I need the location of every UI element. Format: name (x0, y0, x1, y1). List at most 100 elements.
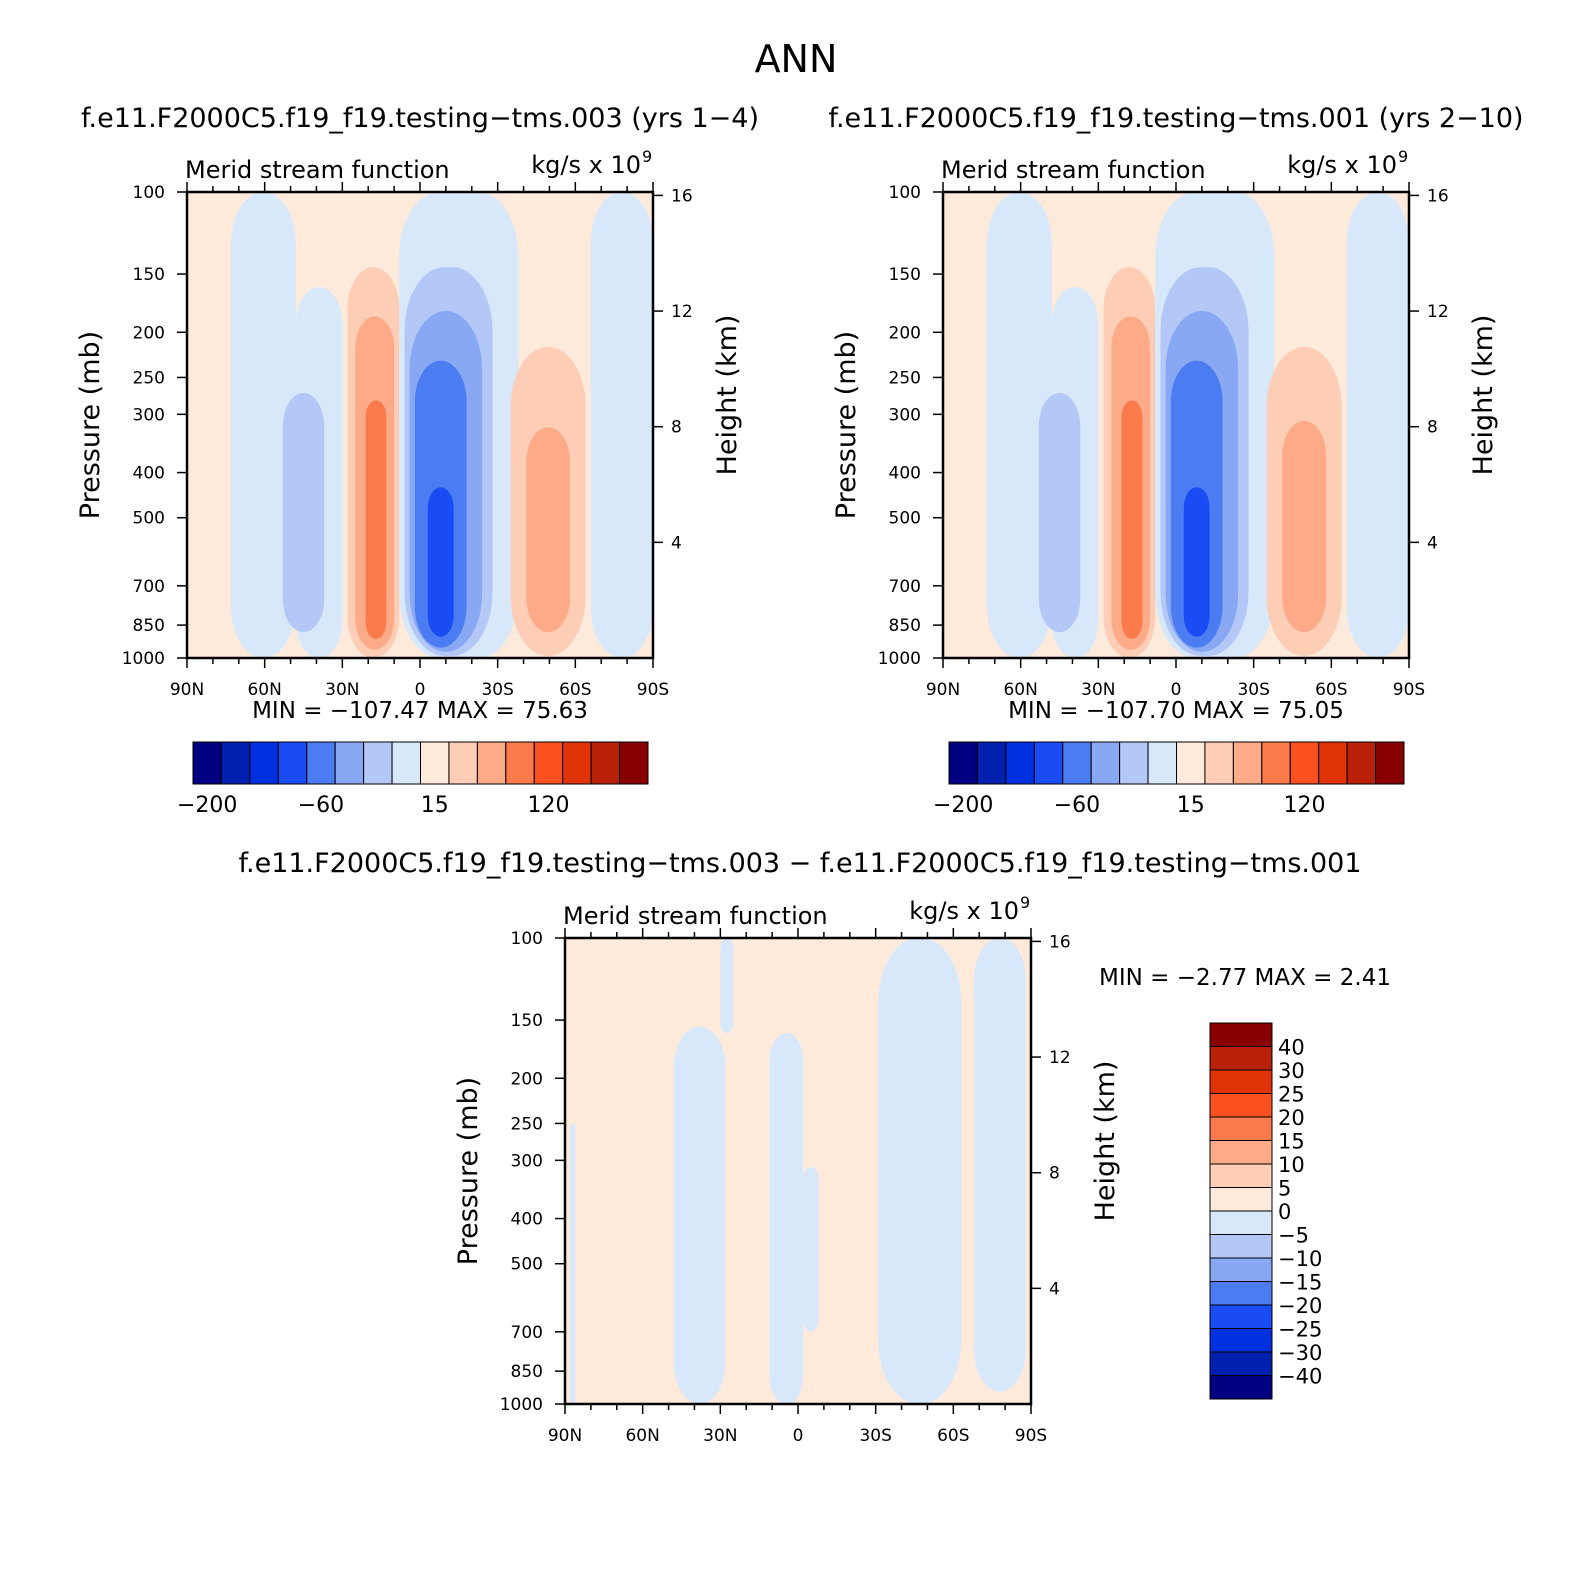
height-axis-label: Height (km) (712, 315, 743, 476)
contour-region (590, 192, 653, 658)
y-tick-label: 500 (133, 509, 165, 529)
height-axis-label: Height (km) (1468, 315, 1499, 476)
colorbar-swatch (1289, 741, 1320, 785)
y-tick-label: 400 (511, 1210, 543, 1230)
height-tick-label: 4 (1427, 533, 1438, 553)
colorbar-swatch (448, 741, 478, 785)
x-tick-label: 60N (247, 680, 281, 700)
x-tick-label: 0 (1171, 680, 1182, 700)
y-tick-label: 300 (511, 1151, 543, 1171)
height-tick-label: 4 (1049, 1279, 1060, 1299)
y-tick-label: 300 (889, 405, 921, 425)
contour-region (720, 938, 734, 1034)
y-tick-label: 100 (511, 929, 543, 949)
colorbar-label: 40 (1278, 1036, 1305, 1060)
units-exponent: 9 (642, 147, 652, 166)
colorbar-swatch (363, 741, 393, 785)
colorbar-swatch (1209, 1234, 1273, 1259)
colorbar-swatch (1176, 741, 1206, 785)
colorbar-swatch (1209, 1140, 1273, 1165)
colorbar-label: −20 (1278, 1294, 1322, 1318)
figure-title: ANN (755, 37, 838, 81)
contour-region (1121, 400, 1143, 639)
x-tick-label: 60N (1003, 680, 1037, 700)
colorbar-swatch (1209, 1351, 1273, 1376)
colorbar-swatch (948, 741, 978, 785)
colorbar-swatch (1209, 1116, 1273, 1141)
x-tick-label: 90N (170, 680, 204, 700)
colorbar-label: 15 (1278, 1130, 1305, 1154)
colorbar-label: −60 (1054, 793, 1100, 818)
colorbar-label: 120 (1283, 793, 1325, 818)
colorbar-swatch (1209, 1093, 1273, 1118)
y-tick-label: 1000 (122, 649, 165, 669)
colorbar-swatch (249, 741, 279, 785)
units-exponent: 9 (1020, 893, 1030, 912)
contour-region (673, 1026, 726, 1404)
units-label: kg/s x 10 (1287, 151, 1397, 179)
colorbar-swatch (1119, 741, 1149, 785)
colorbar-label: 15 (1177, 793, 1205, 818)
height-tick-label: 8 (671, 418, 682, 438)
x-tick-label: 60S (937, 1426, 969, 1446)
colorbar-swatch (220, 741, 251, 785)
colorbar-swatch (1209, 1328, 1273, 1353)
colorbar-label: −5 (1278, 1224, 1309, 1248)
colorbar-swatch (1318, 741, 1348, 785)
y-tick-label: 700 (133, 577, 165, 597)
min-max-readout: MIN = −107.70 MAX = 75.05 (1008, 698, 1344, 724)
y-tick-label: 150 (511, 1011, 543, 1031)
colorbar-swatch (1209, 1069, 1273, 1094)
contour-region (1183, 487, 1210, 637)
colorbar-swatch (1209, 1281, 1273, 1306)
contour-region (365, 400, 387, 639)
units-exponent: 9 (1398, 147, 1408, 166)
colorbar-swatch (1204, 741, 1234, 785)
colorbar-swatch (1209, 1046, 1273, 1071)
colorbar-label: 0 (1278, 1200, 1291, 1224)
colorbar-label: −15 (1278, 1271, 1322, 1295)
y-tick-label: 500 (889, 509, 921, 529)
colorbar-swatch (1261, 741, 1291, 785)
x-tick-label: 30N (325, 680, 359, 700)
contour-region (526, 427, 571, 633)
x-tick-label: 90S (637, 680, 669, 700)
y-tick-label: 700 (889, 577, 921, 597)
height-tick-label: 16 (1049, 932, 1071, 952)
colorbar-swatch (306, 741, 336, 785)
y-axis-label: Pressure (mb) (831, 331, 862, 519)
y-tick-label: 200 (511, 1069, 543, 1089)
y-tick-label: 200 (133, 323, 165, 343)
colorbar-swatch (1232, 741, 1263, 785)
colorbar-swatch (1209, 1163, 1273, 1188)
colorbar-label: 5 (1278, 1177, 1291, 1201)
colorbar-swatch (1375, 741, 1405, 785)
panel-tms003: f.e11.F2000C5.f19_f19.testing−tms.003 (y… (75, 103, 759, 818)
y-tick-label: 100 (889, 183, 921, 203)
colorbar-swatch (334, 741, 365, 785)
contour-region (570, 1123, 576, 1404)
contour-region (282, 393, 325, 633)
colorbar-label: 15 (421, 793, 449, 818)
panel-title: f.e11.F2000C5.f19_f19.testing−tms.003 − … (238, 848, 1361, 879)
subtitle-left: Merid stream function (563, 902, 828, 930)
contour-region (987, 192, 1052, 658)
y-tick-label: 700 (511, 1323, 543, 1343)
panel-title: f.e11.F2000C5.f19_f19.testing−tms.003 (y… (81, 103, 759, 134)
colorbar-swatch (976, 741, 1007, 785)
colorbar-swatch (1209, 1304, 1273, 1329)
height-tick-label: 8 (1049, 1164, 1060, 1184)
colorbar-swatch (1147, 741, 1177, 785)
units-label: kg/s x 10 (531, 151, 641, 179)
y-axis-label: Pressure (mb) (75, 331, 106, 519)
colorbar-swatch (420, 741, 450, 785)
colorbar-swatch (1209, 1187, 1273, 1212)
colorbar-swatch (192, 741, 222, 785)
y-tick-label: 250 (133, 368, 165, 388)
y-tick-label: 1000 (878, 649, 921, 669)
colorbar-label: −200 (933, 793, 993, 818)
contour-region (878, 938, 962, 1404)
y-tick-label: 200 (889, 323, 921, 343)
colorbar-swatch (1033, 741, 1064, 785)
